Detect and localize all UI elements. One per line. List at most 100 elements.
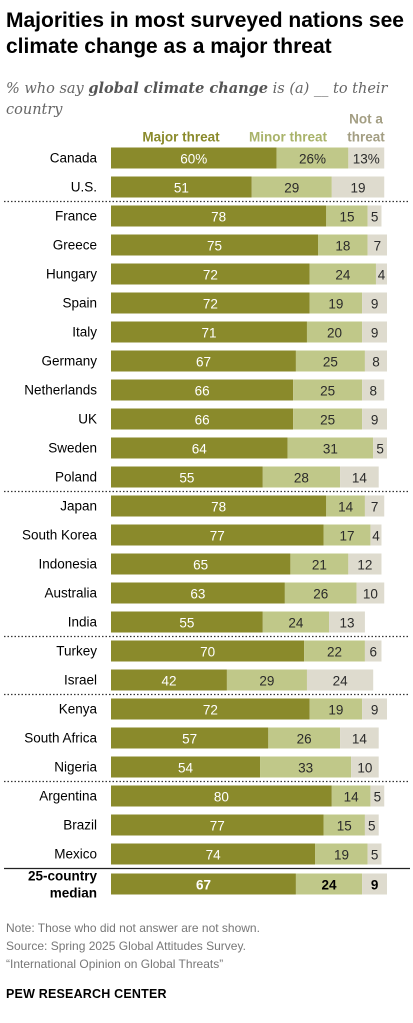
row-label-italy: Italy bbox=[72, 325, 97, 340]
value-minor-mexico: 19 bbox=[334, 848, 349, 863]
bar-major-netherlands bbox=[111, 379, 294, 401]
bar-major-canada bbox=[111, 147, 277, 169]
row-label-sweden: Sweden bbox=[48, 441, 97, 456]
value-not-sweden: 5 bbox=[376, 442, 384, 457]
row-label-turkey: Turkey bbox=[56, 644, 97, 659]
row-label-south-korea: South Korea bbox=[22, 528, 98, 543]
bar-major-india bbox=[111, 611, 263, 633]
value-minor-canada: 26% bbox=[299, 152, 326, 167]
value-major-greece: 75 bbox=[207, 239, 222, 254]
value-minor-india: 24 bbox=[288, 616, 304, 631]
bar-major-south-korea bbox=[111, 524, 324, 546]
bar-major-indonesia bbox=[111, 553, 291, 575]
bar-major-hungary bbox=[111, 263, 310, 285]
bar-not-kenya bbox=[362, 698, 387, 720]
bar-major-france bbox=[111, 205, 327, 227]
org-logo-text: PEW RESEARCH CENTER bbox=[6, 987, 167, 1001]
bar-major-uk bbox=[111, 408, 294, 430]
bar-minor-median bbox=[295, 873, 363, 895]
value-not-australia: 10 bbox=[363, 587, 378, 602]
bar-major-nigeria bbox=[111, 756, 261, 778]
value-major-uk: 66 bbox=[195, 413, 210, 428]
value-not-south-korea: 4 bbox=[372, 529, 380, 544]
value-minor-south-africa: 26 bbox=[297, 732, 312, 747]
row-label-median-line2: median bbox=[50, 886, 97, 901]
bar-major-mexico bbox=[111, 843, 316, 865]
value-minor-spain: 19 bbox=[328, 297, 343, 312]
value-not-uk: 9 bbox=[371, 413, 379, 428]
row-label-netherlands: Netherlands bbox=[24, 383, 97, 398]
value-not-israel: 24 bbox=[333, 674, 349, 689]
bar-minor-south-korea bbox=[323, 524, 371, 546]
row-label-kenya: Kenya bbox=[59, 702, 98, 717]
value-major-japan: 78 bbox=[211, 500, 226, 515]
bar-not-mexico bbox=[367, 843, 382, 865]
chart-subtitle: % who say global climate change is (a) _… bbox=[6, 78, 406, 121]
row-label-indonesia: Indonesia bbox=[38, 557, 97, 572]
bar-not-japan bbox=[364, 495, 385, 517]
bar-not-brazil bbox=[364, 814, 379, 836]
value-minor-hungary: 24 bbox=[335, 268, 351, 283]
value-minor-nigeria: 33 bbox=[298, 761, 313, 776]
value-minor-poland: 28 bbox=[294, 471, 309, 486]
value-minor-u-s: 29 bbox=[284, 181, 299, 196]
row-label-greece: Greece bbox=[53, 238, 97, 253]
value-minor-france: 15 bbox=[339, 210, 354, 225]
value-minor-germany: 25 bbox=[323, 355, 338, 370]
bar-minor-netherlands bbox=[293, 379, 363, 401]
bar-not-germany bbox=[364, 350, 387, 372]
bar-not-hungary bbox=[375, 263, 387, 285]
bar-minor-italy bbox=[306, 321, 363, 343]
value-major-india: 55 bbox=[179, 616, 194, 631]
value-not-germany: 8 bbox=[372, 355, 380, 370]
bar-not-australia bbox=[356, 582, 385, 604]
bar-minor-greece bbox=[318, 234, 368, 256]
bar-not-turkey bbox=[364, 640, 382, 662]
bar-major-poland bbox=[111, 466, 263, 488]
bar-major-u-s bbox=[111, 176, 252, 198]
row-label-france: France bbox=[55, 209, 97, 224]
bar-minor-france bbox=[326, 205, 368, 227]
value-minor-greece: 18 bbox=[335, 239, 350, 254]
row-label-hungary: Hungary bbox=[46, 267, 97, 282]
row-label-australia: Australia bbox=[44, 586, 97, 601]
value-minor-japan: 14 bbox=[338, 500, 354, 515]
value-major-brazil: 77 bbox=[210, 819, 225, 834]
bar-minor-u-s bbox=[251, 176, 332, 198]
bar-minor-hungary bbox=[309, 263, 376, 285]
value-major-u-s: 51 bbox=[174, 181, 189, 196]
row-label-median-line1: 25-country bbox=[28, 869, 98, 884]
value-major-poland: 55 bbox=[179, 471, 194, 486]
bar-not-uk bbox=[362, 408, 387, 430]
subtitle-emphasis: global climate change bbox=[88, 80, 269, 97]
row-label-u-s: U.S. bbox=[71, 180, 97, 195]
bar-not-france bbox=[367, 205, 382, 227]
bar-minor-mexico bbox=[315, 843, 368, 865]
bar-not-nigeria bbox=[351, 756, 379, 778]
value-minor-turkey: 22 bbox=[327, 645, 342, 660]
value-not-u-s: 19 bbox=[351, 181, 366, 196]
row-label-mexico: Mexico bbox=[54, 847, 97, 862]
subtitle-suffix: is (a) __ to their country bbox=[6, 81, 388, 118]
bar-minor-sweden bbox=[287, 437, 374, 459]
bar-not-canada bbox=[348, 147, 385, 169]
value-major-nigeria: 54 bbox=[178, 761, 194, 776]
bar-major-germany bbox=[111, 350, 296, 372]
value-major-germany: 67 bbox=[196, 355, 211, 370]
row-label-spain: Spain bbox=[62, 296, 97, 311]
value-minor-kenya: 19 bbox=[328, 703, 343, 718]
bar-minor-israel bbox=[226, 669, 307, 691]
row-label-germany: Germany bbox=[41, 354, 97, 369]
bar-major-brazil bbox=[111, 814, 324, 836]
value-not-south-africa: 14 bbox=[352, 732, 368, 747]
value-not-greece: 7 bbox=[374, 239, 382, 254]
value-minor-indonesia: 21 bbox=[312, 558, 327, 573]
bar-not-argentina bbox=[370, 785, 385, 807]
value-major-turkey: 70 bbox=[200, 645, 215, 660]
chart-report-title: “International Opinion on Global Threats… bbox=[6, 957, 224, 971]
value-major-median: 67 bbox=[196, 878, 211, 893]
bar-not-poland bbox=[340, 466, 379, 488]
row-label-argentina: Argentina bbox=[39, 789, 97, 804]
value-not-india: 13 bbox=[339, 616, 354, 631]
